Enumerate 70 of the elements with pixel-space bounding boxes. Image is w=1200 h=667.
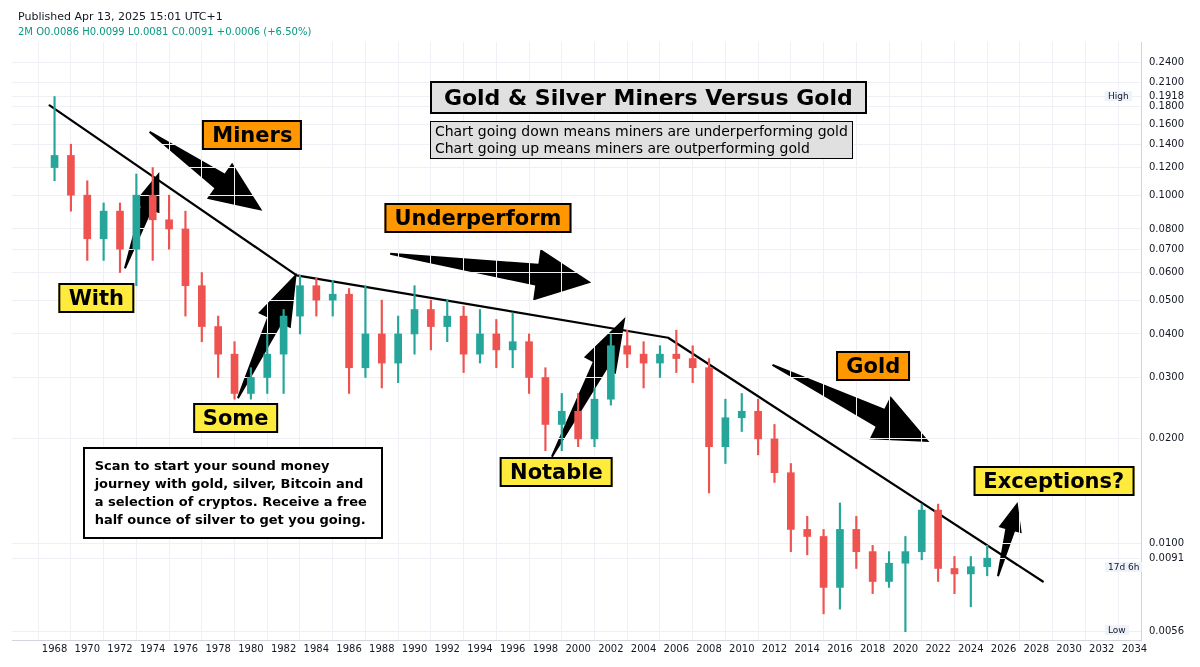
x-tick-label: 2012 <box>761 642 788 654</box>
x-tick-label: 2032 <box>1089 642 1115 654</box>
x-tick-label: 1988 <box>369 642 395 654</box>
x-tick-label: 1978 <box>205 642 231 654</box>
annotation: Scan to start your sound money journey with gold, silver, Bitcoin and a selection of cryptos. Receive a free half ounce of silver to get you going. <box>94 456 368 529</box>
x-tick-label: 2014 <box>794 642 820 654</box>
annotation: High <box>1105 90 1132 101</box>
text: Published Apr 13, 2025 15:01 UTC+1 <box>18 10 224 23</box>
x-tick-label: 2024 <box>958 642 984 654</box>
x-tick-label: 2002 <box>598 642 624 654</box>
annotation: Miners <box>202 120 303 151</box>
y-tick-label: 0.0200 <box>1149 432 1185 444</box>
y-tick-label: 0.0500 <box>1149 293 1185 305</box>
annotation: Some <box>192 402 279 433</box>
x-tick-label: 1986 <box>336 642 362 654</box>
annotation: Chart going up means miners are outperforming gold <box>434 140 811 158</box>
y-tick-label: 0.0600 <box>1149 266 1185 278</box>
x-tick-label: 1974 <box>139 642 166 654</box>
x-tick-label: 2028 <box>1023 642 1050 654</box>
annotation: 17d 6h <box>1105 561 1143 572</box>
x-tick-label: 1990 <box>401 642 428 654</box>
x-tick-label: 2010 <box>729 642 755 654</box>
y-tick-label: 0.0091 <box>1149 551 1185 563</box>
x-tick-label: 2016 <box>827 642 853 654</box>
x-tick-label: 2022 <box>925 642 951 654</box>
y-tick-label: 0.0100 <box>1149 537 1185 549</box>
text-panel: Scan to start your sound money journey with gold, silver, Bitcoin and a selection of cryptos. Receive a free half ounce of silver to get you going. <box>82 446 383 539</box>
y-tick-label: 0.2400 <box>1149 56 1185 68</box>
annotation: With <box>58 283 135 314</box>
y-tick-label: 0.0056 <box>1149 625 1185 637</box>
x-tick-label: 1980 <box>238 642 264 654</box>
y-tick-label: 0.1918 <box>1149 90 1185 102</box>
y-tick-label: 0.1600 <box>1149 117 1185 129</box>
chart-subtitle: 2M O0.0086 H0.0099 L0.0081 C0.0091 +0.0006 (+6.50%) <box>18 26 312 37</box>
x-tick-label: 1968 <box>41 642 68 654</box>
x-tick-label: 1994 <box>467 642 493 654</box>
annotation: Chart going down means miners are underperforming gold <box>434 123 848 141</box>
x-tick-label: 1982 <box>270 642 297 654</box>
x-tick-label: 2004 <box>630 642 657 654</box>
x-tick-label: 1970 <box>74 642 100 654</box>
x-tick-label: 1996 <box>499 642 526 654</box>
x-tick-label: 2000 <box>565 642 591 654</box>
x-tick-label: 2008 <box>696 642 722 654</box>
candlestick <box>50 96 59 182</box>
annotation: Underperform <box>384 203 572 234</box>
x-tick-label: 1992 <box>434 642 460 654</box>
y-tick-label: 0.1200 <box>1149 161 1185 173</box>
x-tick-label: 1976 <box>172 642 199 654</box>
text: Gold & Silver Miners Versus Gold <box>429 80 867 114</box>
y-tick-label: 0.1000 <box>1149 188 1185 200</box>
x-tick-label: 2020 <box>892 642 919 654</box>
x-tick-label: 1998 <box>532 642 559 654</box>
y-tick-label: 0.0800 <box>1149 222 1185 234</box>
y-tick-label: 0.0700 <box>1149 242 1185 254</box>
annotation: Gold <box>836 350 911 381</box>
x-tick-label: 2034 <box>1121 642 1148 654</box>
y-tick-label: 0.0400 <box>1149 327 1185 339</box>
x-tick-label: 2026 <box>990 642 1017 654</box>
annotation: Exceptions? <box>973 466 1135 497</box>
x-tick-label: 1984 <box>303 642 330 654</box>
x-tick-label: 2018 <box>859 642 886 654</box>
x-tick-label: 1972 <box>107 642 133 654</box>
y-tick-label: 0.2100 <box>1149 76 1185 88</box>
x-tick-label: 2030 <box>1056 642 1082 654</box>
x-tick-label: 2006 <box>663 642 690 654</box>
y-tick-label: 0.1800 <box>1149 99 1185 111</box>
annotation: Low <box>1105 624 1129 635</box>
y-tick-label: 0.0300 <box>1149 371 1185 383</box>
annotation: Notable <box>500 456 613 487</box>
y-tick-label: 0.1400 <box>1149 137 1185 149</box>
